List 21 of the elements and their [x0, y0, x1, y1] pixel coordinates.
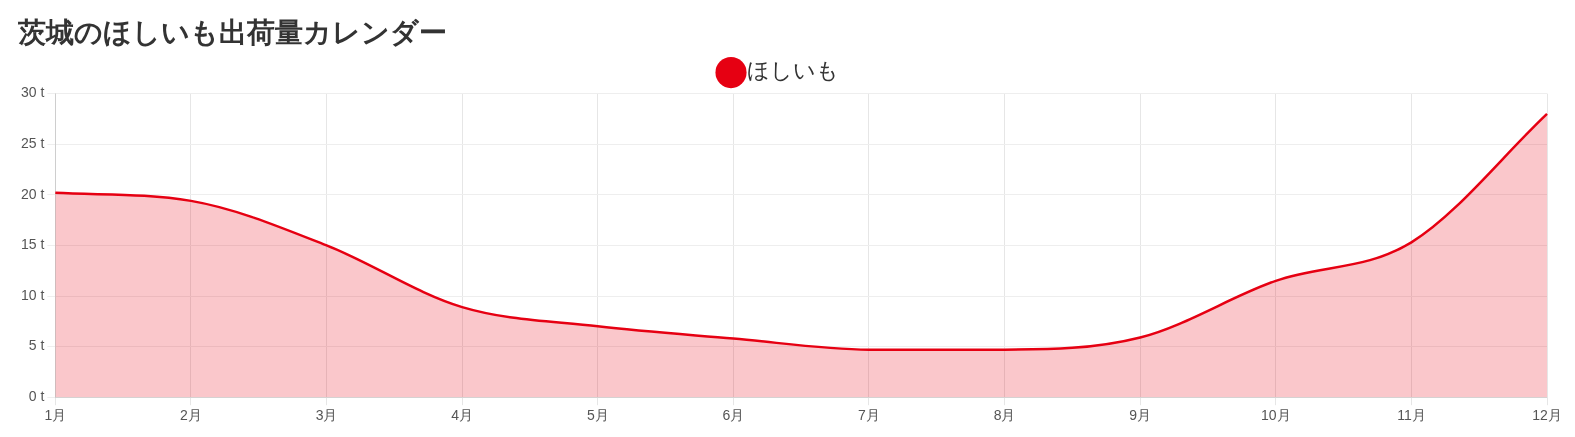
y-tick-label: 25 t [20, 135, 45, 152]
x-tick-label: 12月 [1532, 407, 1562, 424]
x-tick-label: 6月 [722, 407, 745, 424]
x-tick-label: 11月 [1397, 407, 1426, 424]
y-tick-label: 30 t [20, 84, 45, 101]
x-tick-label: 1月 [44, 407, 67, 424]
x-tick-label: 9月 [1129, 407, 1152, 424]
x-tick-label: 8月 [993, 407, 1016, 424]
legend-label: ほしいも [747, 58, 839, 84]
y-tick-label: 15 t [20, 236, 45, 253]
y-tick-label: 5 t [28, 337, 45, 354]
y-tick-label: 10 t [20, 286, 45, 303]
x-tick-label: 4月 [451, 407, 474, 424]
x-tick-label: 10月 [1261, 407, 1291, 424]
x-tick-label: 7月 [858, 407, 880, 424]
x-tick-label: 5月 [586, 407, 609, 424]
y-tick-label: 0 t [28, 388, 45, 405]
chart-title: 茨城のほしいも出荷量カレンダー [17, 16, 447, 50]
y-tick-label: 20 t [20, 185, 45, 202]
x-tick-label: 3月 [315, 407, 338, 424]
x-tick-label: 2月 [180, 407, 202, 424]
